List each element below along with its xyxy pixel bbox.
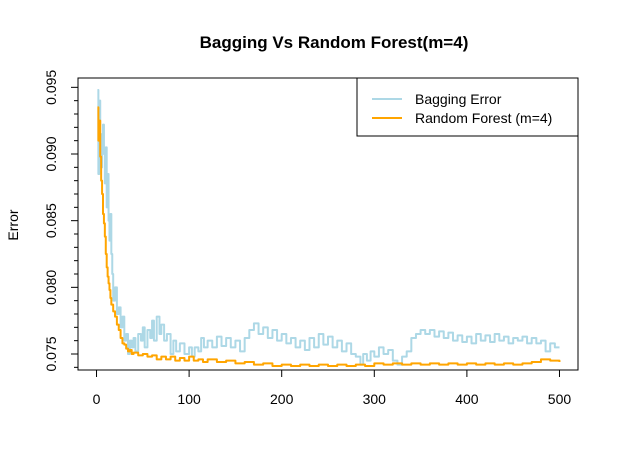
y-axis-label: Error <box>5 209 21 240</box>
y-tick-label: 0.080 <box>43 270 59 305</box>
x-axis: 0 100 200 300 400 500 <box>93 369 572 407</box>
legend: Bagging Error Random Forest (m=4) <box>356 77 579 137</box>
legend-label-bagging: Bagging Error <box>415 91 502 107</box>
y-tick-label: 0.075 <box>43 336 59 371</box>
x-tick-label: 300 <box>363 391 387 407</box>
x-tick-label: 100 <box>177 391 201 407</box>
y-axis: 0.075 0.080 0.085 0.090 0.095 <box>43 70 79 372</box>
x-tick-label: 200 <box>270 391 294 407</box>
series-random-forest-line <box>97 106 561 367</box>
series-bagging-line <box>97 89 560 366</box>
y-tick-label: 0.095 <box>43 70 59 105</box>
x-tick-label: 0 <box>93 391 101 407</box>
series-layer <box>97 89 561 367</box>
y-tick-label: 0.090 <box>43 136 59 171</box>
x-tick-label: 400 <box>455 391 479 407</box>
legend-label-random-forest: Random Forest (m=4) <box>415 110 552 126</box>
y-tick-label: 0.085 <box>43 203 59 238</box>
legend-box <box>356 77 579 137</box>
x-tick-label: 500 <box>548 391 572 407</box>
chart-title: Bagging Vs Random Forest(m=4) <box>200 33 469 52</box>
